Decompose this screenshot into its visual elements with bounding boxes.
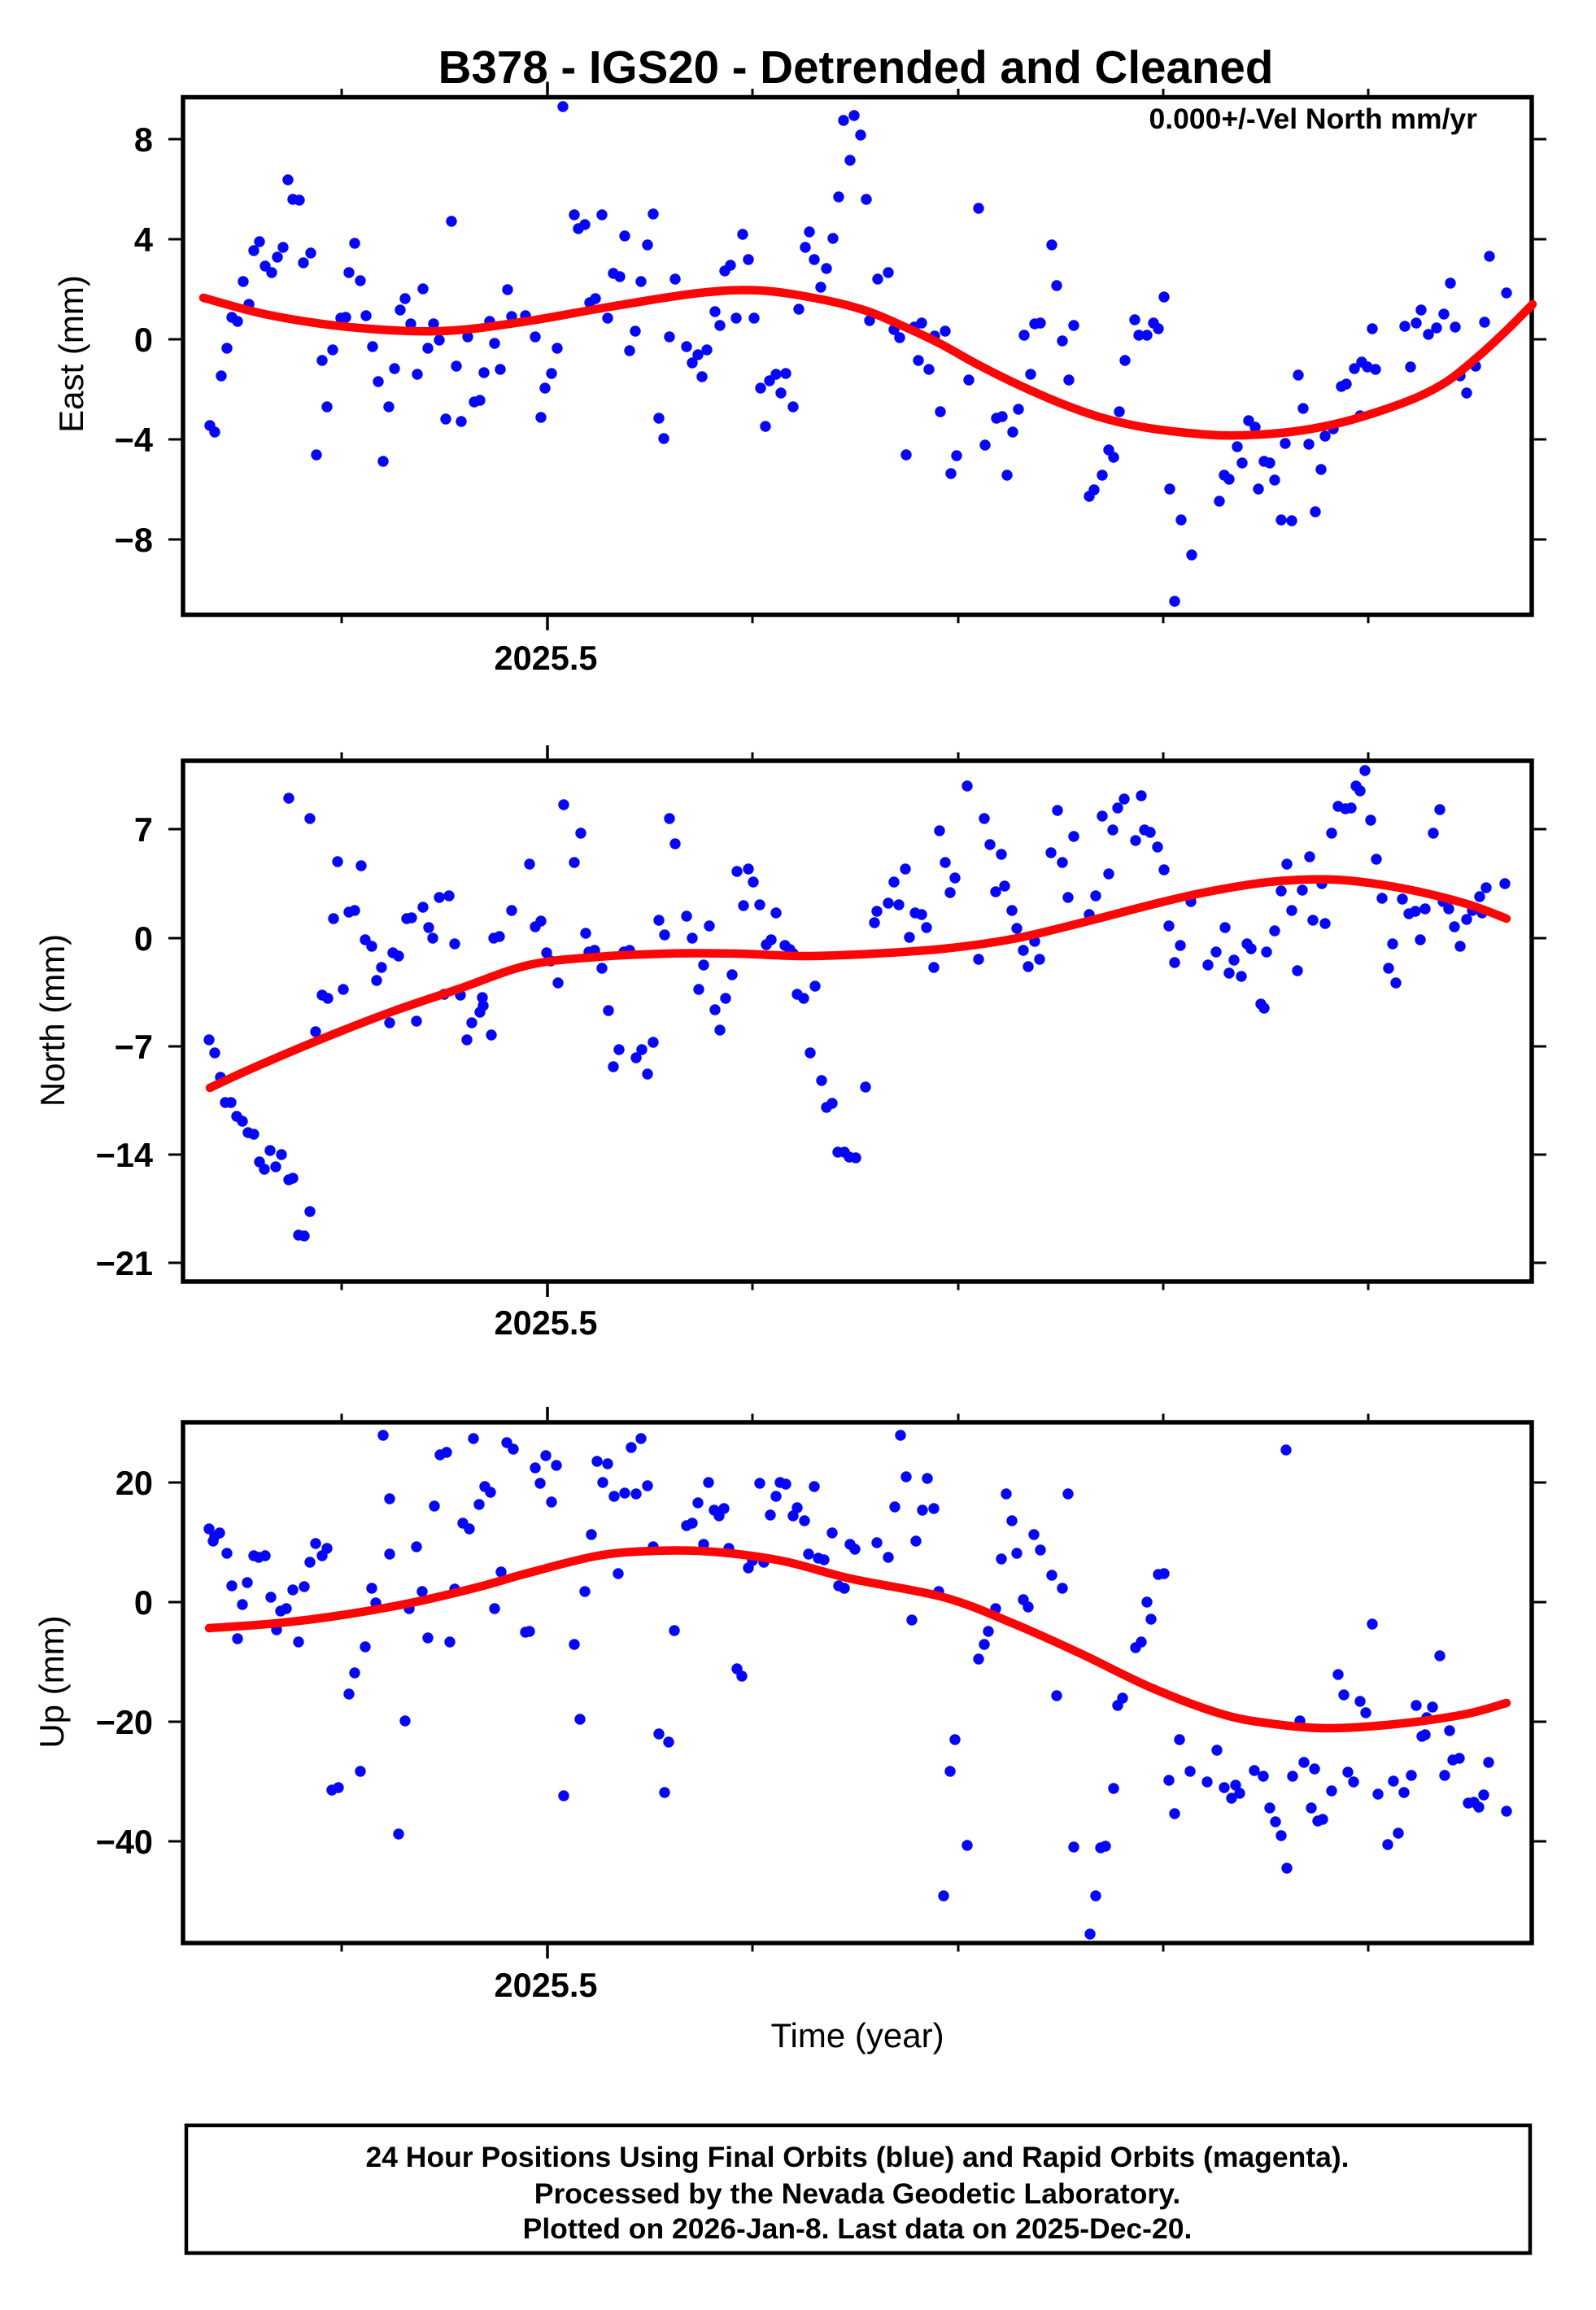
svg-text:East (mm): East (mm) [52, 275, 90, 433]
svg-text:0: 0 [134, 321, 153, 359]
svg-text:2025.5: 2025.5 [495, 639, 598, 677]
svg-text:−4: −4 [115, 421, 153, 459]
svg-text:4: 4 [134, 221, 153, 259]
svg-text:0.000+/-Vel North mm/yr: 0.000+/-Vel North mm/yr [1149, 103, 1477, 135]
svg-text:−8: −8 [115, 521, 153, 559]
svg-text:8: 8 [134, 120, 153, 159]
svg-text:−40: −40 [96, 1823, 153, 1861]
svg-text:0: 0 [134, 1583, 153, 1622]
svg-text:0: 0 [134, 919, 153, 958]
svg-text:24 Hour Positions Using Final: 24 Hour Positions Using Final Orbits (bl… [365, 2141, 1349, 2173]
svg-text:−21: −21 [96, 1244, 153, 1282]
svg-text:2025.5: 2025.5 [495, 1966, 598, 2004]
svg-text:−7: −7 [115, 1028, 153, 1066]
svg-text:Processed by the Nevada Geodet: Processed by the Nevada Geodetic Laborat… [534, 2177, 1180, 2210]
svg-text:2025.5: 2025.5 [495, 1303, 598, 1342]
svg-text:North (mm): North (mm) [33, 934, 72, 1107]
svg-text:−14: −14 [96, 1136, 153, 1174]
svg-text:B378 - IGS20 - Detrended and C: B378 - IGS20 - Detrended and Cleaned [438, 41, 1274, 93]
svg-text:−20: −20 [96, 1703, 153, 1741]
svg-text:Plotted on 2026-Jan-8. Last da: Plotted on 2026-Jan-8. Last data on 2025… [523, 2212, 1193, 2245]
svg-text:Time (year): Time (year) [770, 2016, 944, 2055]
svg-text:Up (mm): Up (mm) [33, 1615, 71, 1748]
svg-text:7: 7 [134, 810, 153, 849]
svg-text:20: 20 [116, 1464, 153, 1502]
